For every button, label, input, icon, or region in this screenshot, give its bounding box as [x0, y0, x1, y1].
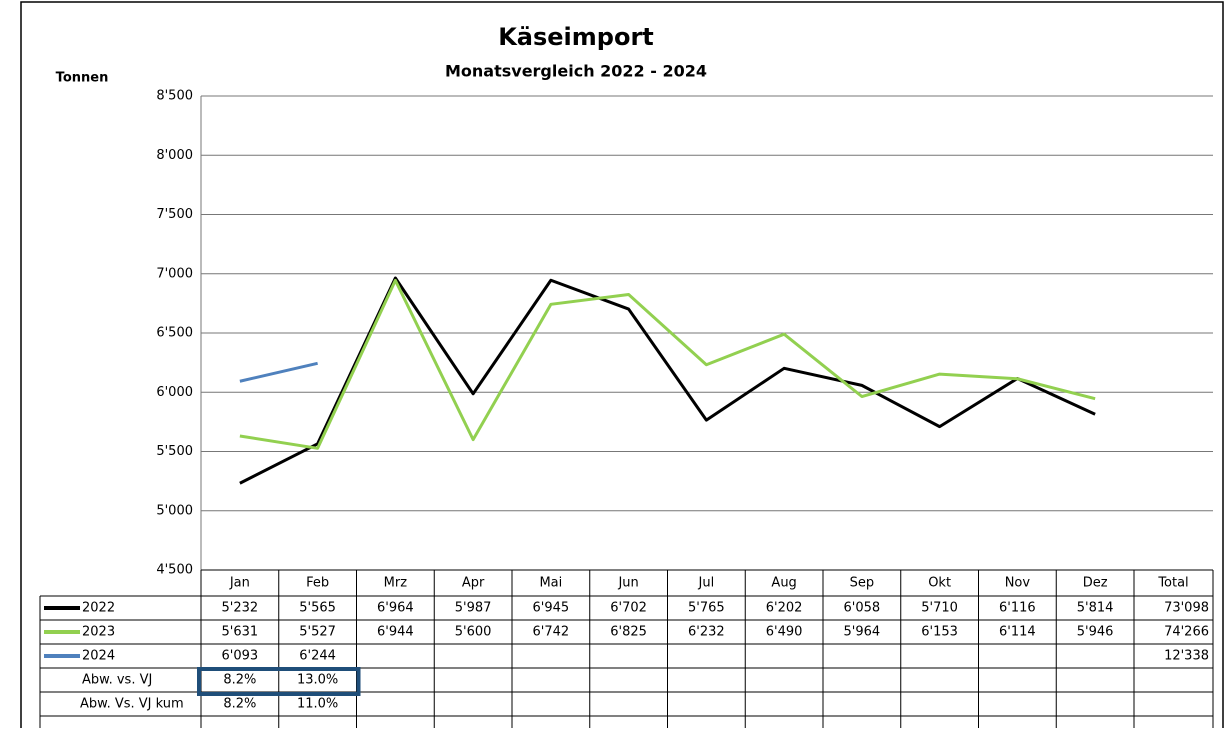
table-cell: 6'093	[222, 649, 259, 664]
table-total: 12'338	[1164, 649, 1209, 664]
y-tick-label: 6'000	[156, 385, 193, 400]
table-cell: 6'944	[377, 625, 414, 640]
total-header: Total	[1157, 576, 1188, 591]
table-cell: 6'153	[921, 625, 958, 640]
legend-label: 2024	[82, 649, 115, 664]
y-tick-label: 6'500	[156, 326, 193, 341]
table-cell: 11.0%	[297, 697, 338, 712]
highlight-box	[197, 667, 361, 696]
table-cell: 6'202	[766, 601, 803, 616]
x-tick-label: Nov	[1005, 576, 1031, 591]
table-cell: 13.0%	[297, 673, 338, 688]
table-cell: 6'114	[999, 625, 1036, 640]
table-cell: 5'565	[299, 601, 336, 616]
table-cell: 5'631	[222, 625, 259, 640]
series-line	[239, 361, 318, 383]
table-cell: 6'116	[999, 601, 1036, 616]
x-tick-label: Dez	[1083, 576, 1108, 591]
series-line	[239, 278, 1096, 450]
y-axis-label: Tonnen	[56, 71, 109, 86]
table-cell: 6'244	[299, 649, 336, 664]
x-tick-label: Mrz	[384, 576, 408, 591]
chart-subtitle: Monatsvergleich 2022 - 2024	[445, 62, 707, 81]
table-cell: 6'964	[377, 601, 414, 616]
table-cell: 6'742	[533, 625, 570, 640]
x-tick-label: Feb	[306, 576, 329, 591]
table-cell: 5'527	[299, 625, 336, 640]
table-cell: 6'232	[688, 625, 725, 640]
table-cell: 6'058	[844, 601, 881, 616]
chart-title: Käseimport	[498, 23, 654, 51]
y-tick-label: 5'500	[156, 444, 193, 459]
y-tick-label: 8'500	[156, 89, 193, 104]
x-tick-label: Mai	[539, 576, 562, 591]
table-cell: 6'825	[610, 625, 647, 640]
table-cell: 5'710	[921, 601, 958, 616]
x-tick-label: Jan	[229, 576, 250, 591]
table-cell: 8.2%	[223, 697, 256, 712]
x-tick-label: Sep	[850, 576, 875, 591]
x-tick-label: Aug	[771, 576, 796, 591]
x-tick-label: Apr	[462, 576, 485, 591]
table-cell: 6'490	[766, 625, 803, 640]
y-tick-label: 4'500	[156, 563, 193, 578]
series-line	[239, 276, 1096, 485]
table-cell: 5'987	[455, 601, 492, 616]
row-label: Abw. Vs. VJ kum	[80, 697, 184, 712]
y-tick-label: 8'000	[156, 148, 193, 163]
table-cell: 5'765	[688, 601, 725, 616]
x-tick-label: Jun	[617, 576, 638, 591]
table-total: 74'266	[1164, 625, 1209, 640]
table-cell: 5'232	[222, 601, 259, 616]
y-tick-label: 5'000	[156, 503, 193, 518]
x-tick-label: Okt	[928, 576, 951, 591]
x-tick-label: Jul	[698, 576, 715, 591]
table-cell: 5'814	[1077, 601, 1114, 616]
y-tick-label: 7'500	[156, 207, 193, 222]
table-total: 73'098	[1164, 601, 1209, 616]
table-cell: 5'600	[455, 625, 492, 640]
legend-label: 2022	[82, 601, 115, 616]
table-cell: 5'946	[1077, 625, 1114, 640]
table-cell: 6'945	[533, 601, 570, 616]
chart-frame	[20, 1, 1224, 732]
row-label: Abw. vs. VJ	[82, 673, 152, 688]
table-cell: 6'702	[610, 601, 647, 616]
legend-label: 2023	[82, 625, 115, 640]
table-cell: 8.2%	[223, 673, 256, 688]
table-cell: 5'964	[844, 625, 881, 640]
y-tick-label: 7'000	[156, 266, 193, 281]
